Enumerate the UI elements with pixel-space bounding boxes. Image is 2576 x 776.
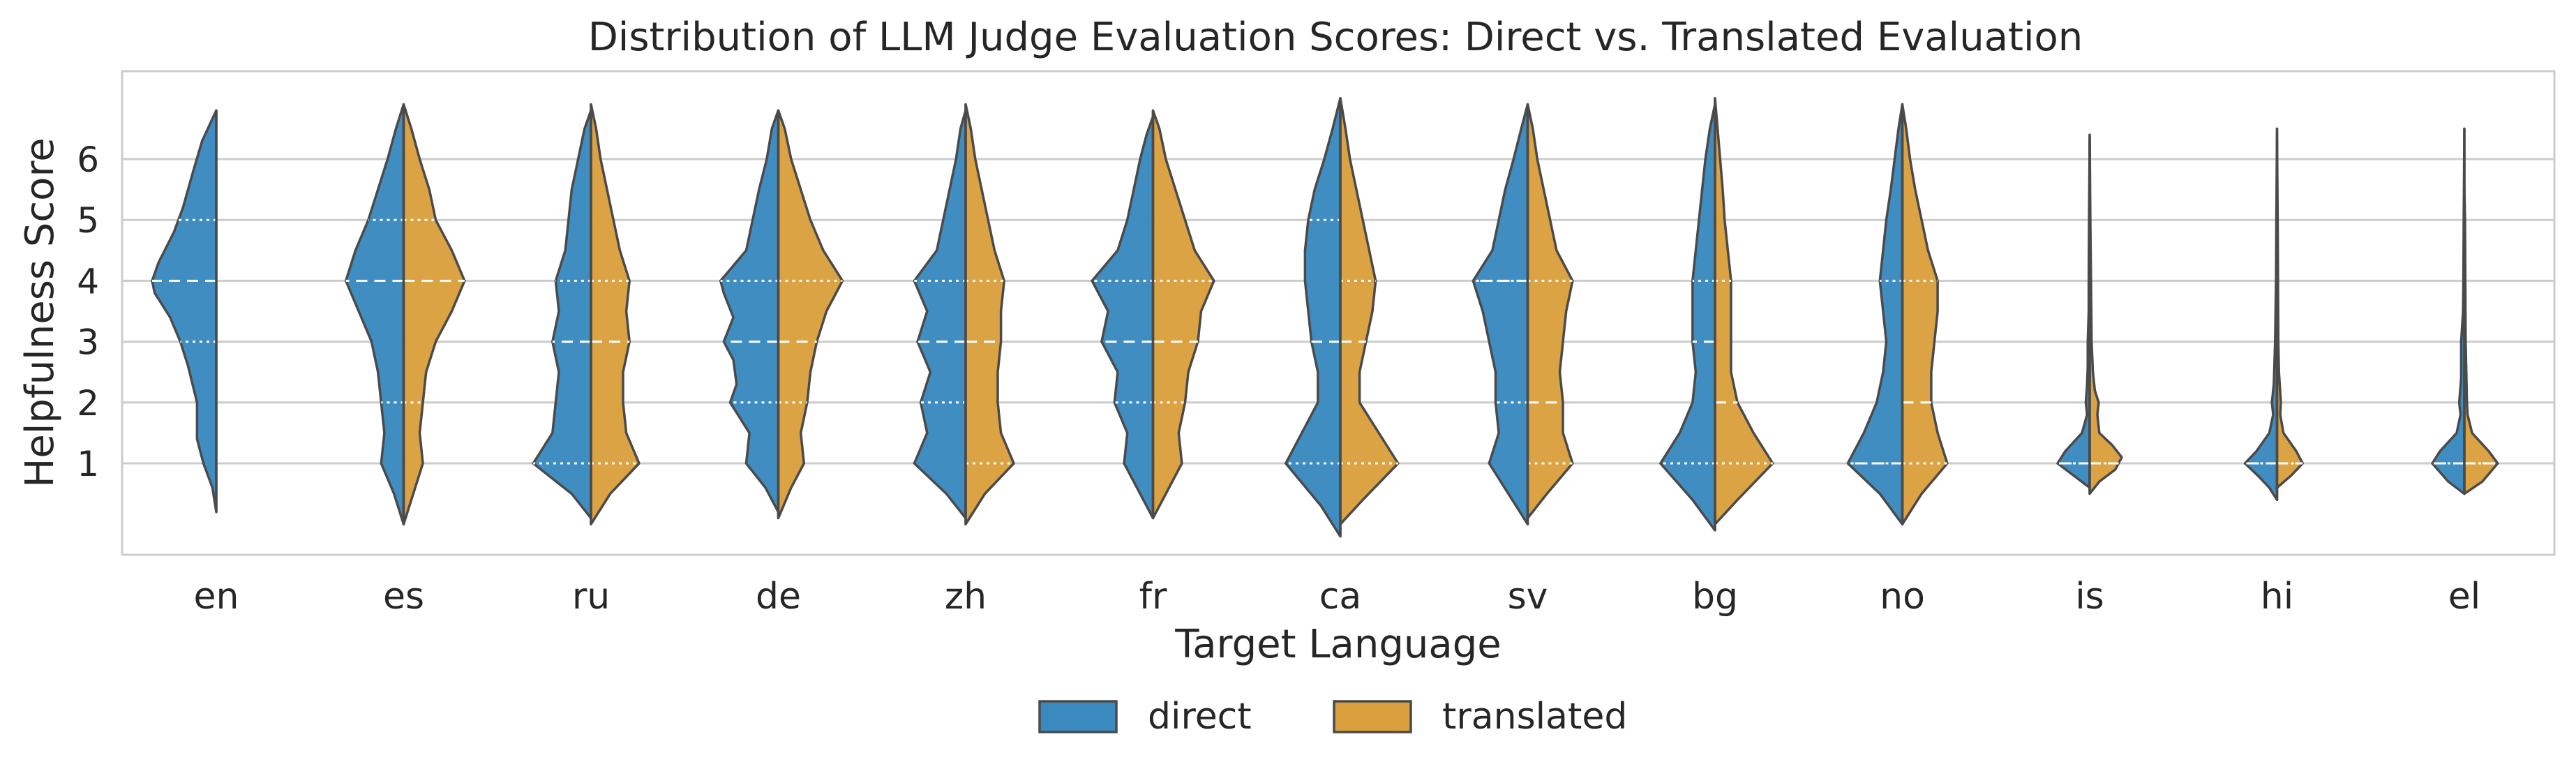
violin-direct-sv bbox=[1472, 103, 1529, 525]
violin-translated-ru bbox=[590, 103, 641, 525]
y-tick-label: 2 bbox=[77, 383, 99, 424]
y-tick-labels: 1 2 3 4 5 6 bbox=[77, 140, 99, 484]
x-tick-label: is bbox=[2075, 576, 2104, 618]
x-tick-label: hi bbox=[2261, 576, 2293, 618]
x-axis-label: Target Language bbox=[1174, 622, 1501, 667]
violins bbox=[151, 97, 2499, 538]
x-tick-label: no bbox=[1880, 576, 1925, 618]
x-tick-label: de bbox=[756, 576, 801, 618]
violin-translated-no bbox=[1901, 103, 1949, 525]
x-tick-label: ca bbox=[1319, 576, 1361, 618]
violin-direct-ru bbox=[532, 109, 592, 520]
violin-direct-de bbox=[719, 109, 780, 514]
x-tick-label: ru bbox=[572, 576, 610, 618]
y-tick-label: 3 bbox=[77, 322, 99, 363]
violin-direct-el bbox=[2431, 127, 2466, 495]
legend-label-translated: translated bbox=[1442, 696, 1627, 738]
violin-translated-hi bbox=[2275, 140, 2305, 489]
x-tick-labels: en es ru de zh fr ca sv bg no is hi el bbox=[194, 576, 2481, 618]
x-tick-label: fr bbox=[1139, 576, 1167, 618]
legend-label-direct: direct bbox=[1148, 696, 1252, 738]
violin-direct-is bbox=[2056, 140, 2091, 489]
x-tick-label: en bbox=[194, 576, 239, 618]
violin-direct-no bbox=[1846, 103, 1904, 525]
y-tick-label: 6 bbox=[77, 140, 99, 180]
x-tick-label: el bbox=[2448, 576, 2480, 618]
violin-translated-bg bbox=[1714, 97, 1774, 525]
violin-translated-sv bbox=[1526, 103, 1574, 520]
violin-translated-fr bbox=[1151, 109, 1215, 520]
violin-direct-ca bbox=[1285, 97, 1342, 538]
x-tick-label: sv bbox=[1508, 576, 1548, 618]
violin-direct-zh bbox=[913, 109, 967, 520]
y-tick-label: 4 bbox=[77, 261, 99, 301]
violin-translated-is bbox=[2088, 133, 2123, 495]
legend-swatch-direct bbox=[1038, 700, 1118, 733]
violin-translated-es bbox=[402, 103, 466, 525]
legend-swatch-translated bbox=[1333, 700, 1412, 733]
x-tick-label: es bbox=[383, 576, 424, 618]
chart-title: Distribution of LLM Judge Evaluation Sco… bbox=[588, 15, 2083, 60]
y-tick-label: 1 bbox=[77, 444, 99, 484]
x-tick-label: bg bbox=[1692, 576, 1738, 618]
violin-direct-en bbox=[151, 109, 218, 514]
violin-translated-zh bbox=[964, 103, 1015, 525]
violin-direct-fr bbox=[1091, 115, 1155, 520]
violin-direct-es bbox=[344, 103, 405, 525]
violin-translated-de bbox=[777, 109, 844, 520]
violin-direct-hi bbox=[2243, 127, 2279, 502]
y-axis-label: Helpfulness Score bbox=[17, 137, 63, 487]
x-tick-label: zh bbox=[945, 576, 987, 618]
violin-direct-bg bbox=[1659, 103, 1716, 532]
y-tick-label: 5 bbox=[77, 200, 99, 241]
legend: direct translated bbox=[1038, 696, 1627, 738]
plot-area-frame bbox=[121, 70, 2556, 556]
violin-translated-ca bbox=[1339, 97, 1400, 525]
